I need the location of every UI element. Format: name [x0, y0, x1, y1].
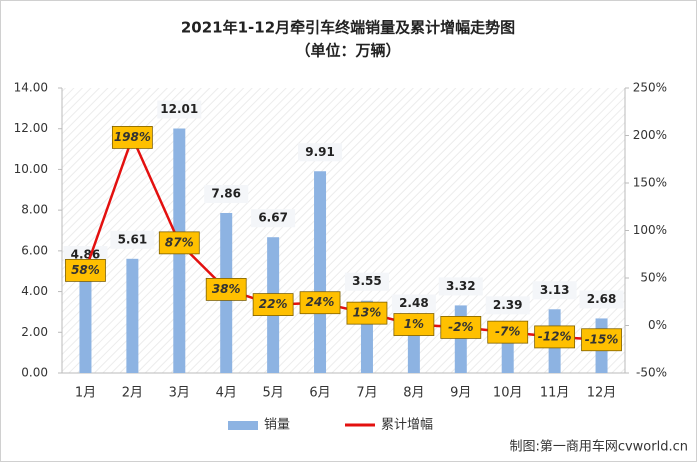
value-label: 12.01	[160, 102, 198, 116]
source: 制图:第一商用车网cvworld.cn	[509, 439, 688, 455]
value-label-bg	[251, 209, 296, 228]
x-tick-label: 3月	[169, 386, 190, 401]
bar	[454, 305, 467, 373]
chart-title: 2021年1-12月牵引车终端销量及累计增幅走势图	[181, 19, 515, 37]
line-label-bg	[487, 320, 529, 344]
value-label-bg	[579, 290, 624, 309]
bar	[79, 274, 92, 373]
y2-tick-label: -50%	[636, 366, 667, 380]
x-tick-label: 8月	[403, 386, 424, 401]
x-tick-label: 12月	[587, 386, 617, 401]
line-label: 22%	[259, 297, 288, 311]
y-tick-label: 10.00	[14, 162, 48, 176]
x-tick-label: 7月	[356, 386, 377, 401]
line-label: 58%	[71, 263, 100, 277]
value-label: 7.86	[211, 186, 241, 200]
value-label-bg	[110, 230, 155, 249]
legend-label: 销量	[264, 418, 290, 433]
line-label: 1%	[404, 317, 424, 331]
x-tick-label: 1月	[75, 386, 96, 401]
y-tick-label: 2.00	[21, 325, 48, 339]
line-label-bg	[158, 231, 200, 255]
line-label-bg	[346, 301, 388, 325]
line-label: 13%	[353, 306, 382, 320]
value-label-bg	[485, 296, 530, 315]
value-label: 9.91	[305, 145, 335, 159]
line-label: 87%	[165, 235, 194, 249]
bar	[126, 258, 139, 373]
line-label-bg	[581, 328, 622, 352]
value-label-bg	[298, 143, 343, 162]
value-label-bg	[391, 294, 436, 313]
value-label: 3.13	[540, 283, 570, 297]
line-label: 198%	[114, 130, 151, 144]
legend-label: 累计增幅	[381, 418, 433, 433]
value-label: 2.68	[587, 292, 617, 306]
y2-tick-label: 150%	[633, 176, 667, 190]
x-tick-label: 9月	[450, 386, 471, 401]
value-label-bg	[157, 100, 202, 119]
x-tick-label: 10月	[493, 386, 523, 401]
value-label-bg	[532, 281, 577, 300]
line-label: -12%	[538, 329, 572, 343]
y-tick-label: 12.00	[14, 121, 48, 135]
y-tick-label: 14.00	[14, 81, 48, 95]
x-tick-label: 5月	[262, 386, 283, 401]
value-label-bg	[204, 184, 249, 203]
x-tick-label: 2月	[122, 386, 143, 401]
line-label: 24%	[306, 295, 335, 309]
legend-swatch	[228, 421, 258, 430]
line-label-bg	[393, 313, 435, 336]
line-label: 38%	[212, 282, 241, 296]
value-label-bg	[344, 272, 389, 291]
line-label-bg	[299, 291, 341, 315]
y2-tick-label: 100%	[633, 223, 667, 237]
bar	[314, 171, 327, 373]
line-label-bg	[440, 315, 482, 339]
y-tick-label: 4.00	[21, 284, 48, 298]
line-label-bg	[111, 126, 153, 149]
chart-subtitle: （单位：万辆）	[295, 42, 400, 60]
line-label: -7%	[495, 325, 520, 339]
value-label-bg	[438, 277, 483, 296]
y-tick-label: 8.00	[21, 203, 48, 217]
value-label: 2.39	[493, 298, 523, 312]
y-tick-label: 6.00	[21, 243, 48, 257]
y-tick-label: 0.00	[21, 366, 48, 380]
value-label: 3.55	[352, 274, 382, 288]
value-label: 3.32	[446, 279, 476, 293]
line-label-bg	[205, 277, 247, 301]
x-tick-label: 4月	[216, 386, 237, 401]
line-label: -15%	[585, 332, 619, 346]
line-label-bg	[252, 293, 294, 317]
y2-tick-label: 0%	[648, 318, 667, 332]
plot-area	[62, 88, 625, 373]
value-label: 2.48	[399, 296, 429, 310]
y2-tick-label: 200%	[633, 128, 667, 142]
x-tick-label: 11月	[540, 386, 570, 401]
value-label: 5.61	[118, 232, 148, 246]
y2-tick-label: 250%	[633, 81, 667, 95]
line-label-bg	[534, 325, 576, 349]
x-tick-label: 6月	[309, 386, 330, 401]
line-label: -2%	[448, 320, 473, 334]
value-label: 6.67	[258, 211, 288, 225]
line-label-bg	[65, 258, 106, 282]
y2-tick-label: 50%	[640, 271, 667, 285]
